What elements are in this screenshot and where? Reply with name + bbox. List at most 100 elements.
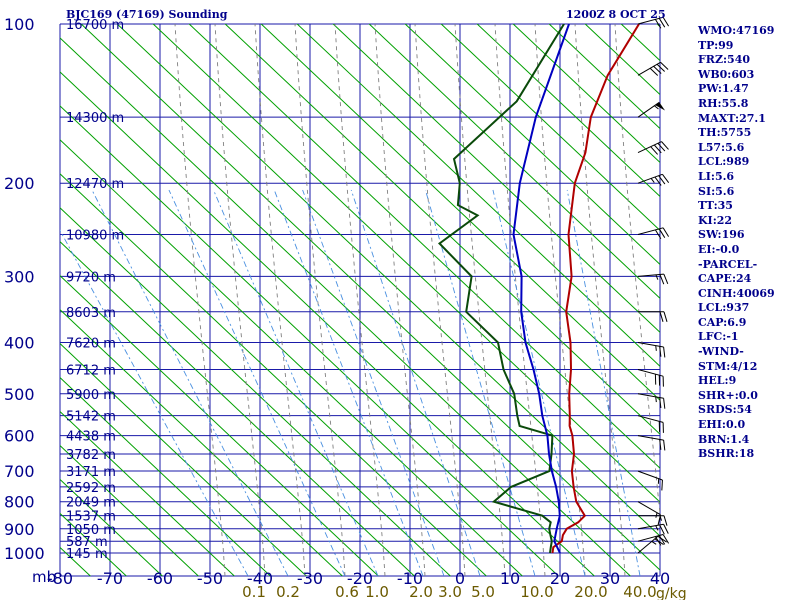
pressure-tick-label: 700	[4, 462, 35, 481]
parcel-line	[512, 24, 570, 554]
index-item: LCL:989	[698, 155, 750, 169]
wind-barb-feather	[663, 273, 669, 285]
pressure-tick-label: 800	[4, 493, 35, 512]
wind-barb-feather	[661, 479, 663, 491]
wind-barb-half-feather	[654, 105, 659, 110]
mixing-ratio-tick-label: 3.0	[438, 583, 462, 600]
moist-adiabat-lines	[174, 24, 660, 576]
index-item: CAPE:24	[698, 272, 752, 286]
mixing-ratio-lines	[60, 189, 641, 576]
wind-barb	[637, 141, 669, 155]
wind-barb-feather	[659, 346, 662, 357]
index-item: LCL:937	[698, 301, 750, 315]
index-item: CAP:6.9	[698, 315, 747, 329]
wind-barb-staff	[637, 342, 664, 348]
wind-barb-feather	[654, 176, 662, 186]
height-label: 14300 m	[66, 111, 124, 126]
dry-adiabat-line	[60, 71, 596, 576]
index-item: RH:55.8	[698, 96, 749, 110]
wind-barb-staff	[637, 369, 664, 377]
wind-barb-half-feather	[655, 525, 659, 531]
mixing-ratio-line	[566, 189, 641, 576]
height-label: 587 m	[66, 535, 108, 550]
temperature-tick-label: -80	[47, 569, 73, 588]
pressure-tick-label: 500	[4, 385, 35, 404]
height-label: 9720 m	[66, 270, 116, 285]
temperature-line	[551, 24, 640, 554]
station-title: BJC169 (47169) Sounding	[66, 8, 228, 21]
wind-barb-half-feather	[655, 512, 658, 518]
height-label: 1537 m	[66, 510, 116, 525]
wind-barb-feather	[663, 440, 666, 451]
dry-adiabat-line	[60, 275, 380, 576]
wind-barb-feather	[663, 398, 666, 409]
moist-adiabat-line	[574, 24, 626, 576]
height-label: 16700 m	[66, 18, 124, 33]
index-item: CINH:40069	[698, 286, 775, 300]
wind-barb-staff	[637, 523, 664, 530]
dry-adiabat-line	[60, 410, 236, 576]
index-item: SRDS:54	[698, 403, 752, 417]
wind-barb	[637, 435, 666, 451]
wind-barb-flag	[655, 102, 666, 111]
wind-barb-half-feather	[655, 345, 657, 351]
wind-barb-feather	[662, 17, 670, 27]
mixing-ratio-line	[91, 189, 289, 576]
wind-barb-feather	[662, 227, 670, 237]
wind-barb-staff	[637, 16, 664, 25]
wind-barb-staff	[637, 61, 661, 76]
mixing-ratio-unit-label: g/kg	[656, 586, 687, 600]
pressure-tick-label: 600	[4, 427, 35, 446]
wind-barb	[637, 16, 670, 29]
dry-adiabat-line	[404, 24, 660, 266]
mixing-ratio-line	[425, 189, 536, 576]
wind-barb-half-feather	[650, 178, 655, 183]
wind-barb	[637, 523, 669, 535]
wind-barb-feather	[654, 538, 664, 546]
observation-time: 1200Z 8 OCT 25	[566, 8, 666, 21]
mixing-ratio-line	[350, 189, 481, 576]
wind-barb-feather	[658, 175, 666, 185]
wind-barb-half-feather	[655, 396, 657, 403]
index-item: BSHR:18	[698, 447, 755, 461]
wind-barb	[637, 369, 664, 387]
index-item: PW:1.47	[698, 82, 749, 96]
index-item: KI:22	[698, 213, 733, 227]
mixing-ratio-line	[168, 189, 346, 576]
wind-barb-feather	[662, 534, 670, 544]
dry-adiabat-lines	[60, 4, 800, 600]
dry-adiabat-line	[780, 4, 800, 600]
height-label: 10980 m	[66, 229, 124, 244]
wind-barb-feather	[657, 514, 662, 525]
wind-barb-feather	[663, 524, 669, 534]
mixing-ratio-tick-label: 0.2	[276, 583, 300, 600]
dewpoint-line	[437, 24, 565, 554]
index-item: L57:5.6	[698, 140, 745, 154]
index-item: TH:5755	[698, 126, 752, 140]
wind-barb-staff	[637, 470, 663, 481]
wind-barb-staff	[637, 273, 664, 277]
wind-barb-feather	[659, 524, 665, 535]
dry-adiabat-line	[60, 342, 308, 576]
moist-adiabat-line	[254, 24, 306, 576]
temperature-tick-label: -50	[197, 569, 223, 588]
mixing-ratio-line	[60, 229, 249, 576]
wind-barb-feather	[658, 18, 666, 28]
height-label: 4438 m	[66, 430, 116, 445]
wind-barb	[637, 501, 662, 525]
mixing-ratio-line	[302, 189, 445, 576]
height-label: 3171 m	[66, 465, 116, 480]
mixing-ratio-tick-label: 0.6	[335, 583, 359, 600]
wind-barb	[637, 173, 670, 186]
index-item: BRN:1.4	[698, 432, 750, 446]
temperature-tick-label: 20	[550, 569, 570, 588]
wind-barb-staff	[637, 227, 664, 235]
wind-barb-feather	[649, 67, 659, 76]
moist-adiabat-line	[214, 24, 266, 576]
index-item: -WIND-	[698, 345, 744, 359]
wind-barb-feather	[660, 61, 669, 70]
wind-barb-feather	[654, 536, 662, 546]
pressure-tick-label: 100	[4, 15, 35, 34]
index-item: EHI:0.0	[698, 418, 746, 432]
